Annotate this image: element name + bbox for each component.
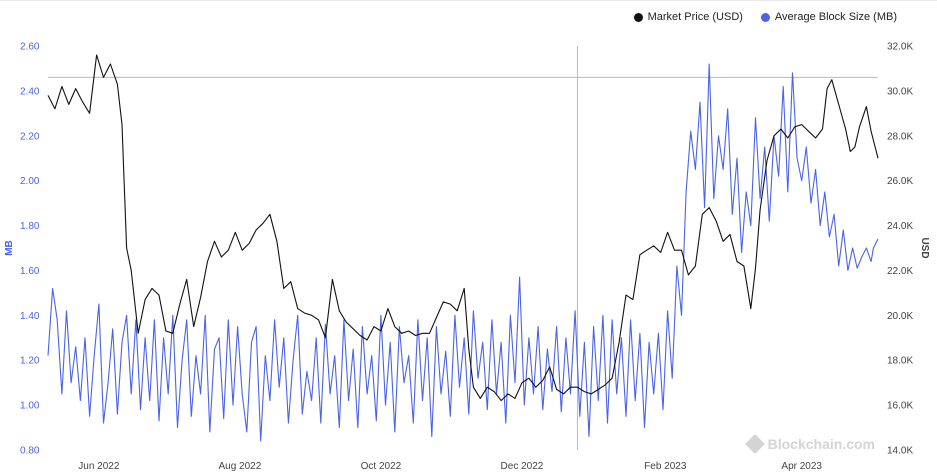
left-axis-tick-label: 1.20 [20, 356, 40, 367]
left-axis-tick-label: 1.80 [20, 221, 40, 232]
legend-dot-market-price [633, 12, 643, 22]
left-axis-tick-label: 1.60 [20, 266, 40, 277]
right-axis-tick-label: 26.0K [887, 176, 913, 187]
right-axis-tick-label: 20.0K [887, 311, 913, 322]
right-axis-title: USD [919, 237, 930, 258]
left-axis-tick-label: 2.40 [20, 86, 40, 97]
legend-label-block-size: Average Block Size (MB) [774, 11, 897, 23]
left-axis-tick-label: 2.60 [20, 42, 40, 53]
left-axis-tick-label: 1.00 [20, 401, 40, 412]
right-axis-tick-label: 22.0K [887, 266, 913, 277]
block-size-series-line [47, 63, 879, 442]
left-axis-title: MB [4, 240, 15, 256]
right-axis-tick-label: 14.0K [887, 446, 913, 457]
legend-item-block-size[interactable]: Average Block Size (MB) [760, 11, 897, 23]
blockchain-watermark: Blockchain.com [744, 434, 875, 454]
legend-item-market-price[interactable]: Market Price (USD) [633, 11, 743, 23]
legend-label-market-price: Market Price (USD) [647, 11, 743, 23]
legend-dot-block-size [760, 12, 770, 22]
x-axis-tick-label: Dec 2022 [501, 461, 544, 472]
left-axis-tick-label: 1.40 [20, 311, 40, 322]
top-divider [0, 0, 937, 1]
right-axis-tick-label: 32.0K [887, 42, 913, 53]
x-axis-tick-label: Aug 2022 [218, 461, 261, 472]
right-axis-tick-label: 18.0K [887, 356, 913, 367]
right-axis-tick-label: 28.0K [887, 131, 913, 142]
watermark-text: Blockchain.com [767, 436, 875, 452]
left-axis-tick-label: 2.20 [20, 131, 40, 142]
chart-legend: Market Price (USD) Average Block Size (M… [633, 11, 897, 23]
market-price-series-line [47, 54, 879, 402]
x-axis-tick-label: Oct 2022 [361, 461, 402, 472]
blockchain-logo-icon [744, 434, 765, 454]
right-axis-tick-label: 30.0K [887, 86, 913, 97]
right-axis-tick-label: 24.0K [887, 221, 913, 232]
x-axis-tick-label: Feb 2023 [644, 461, 687, 472]
x-axis-tick-label: Apr 2023 [781, 461, 822, 472]
x-axis-tick-label: Jun 2022 [78, 461, 120, 472]
left-axis-tick-label: 2.00 [20, 176, 40, 187]
right-axis-tick-label: 16.0K [887, 401, 913, 412]
left-axis-tick-label: 0.80 [20, 446, 40, 457]
